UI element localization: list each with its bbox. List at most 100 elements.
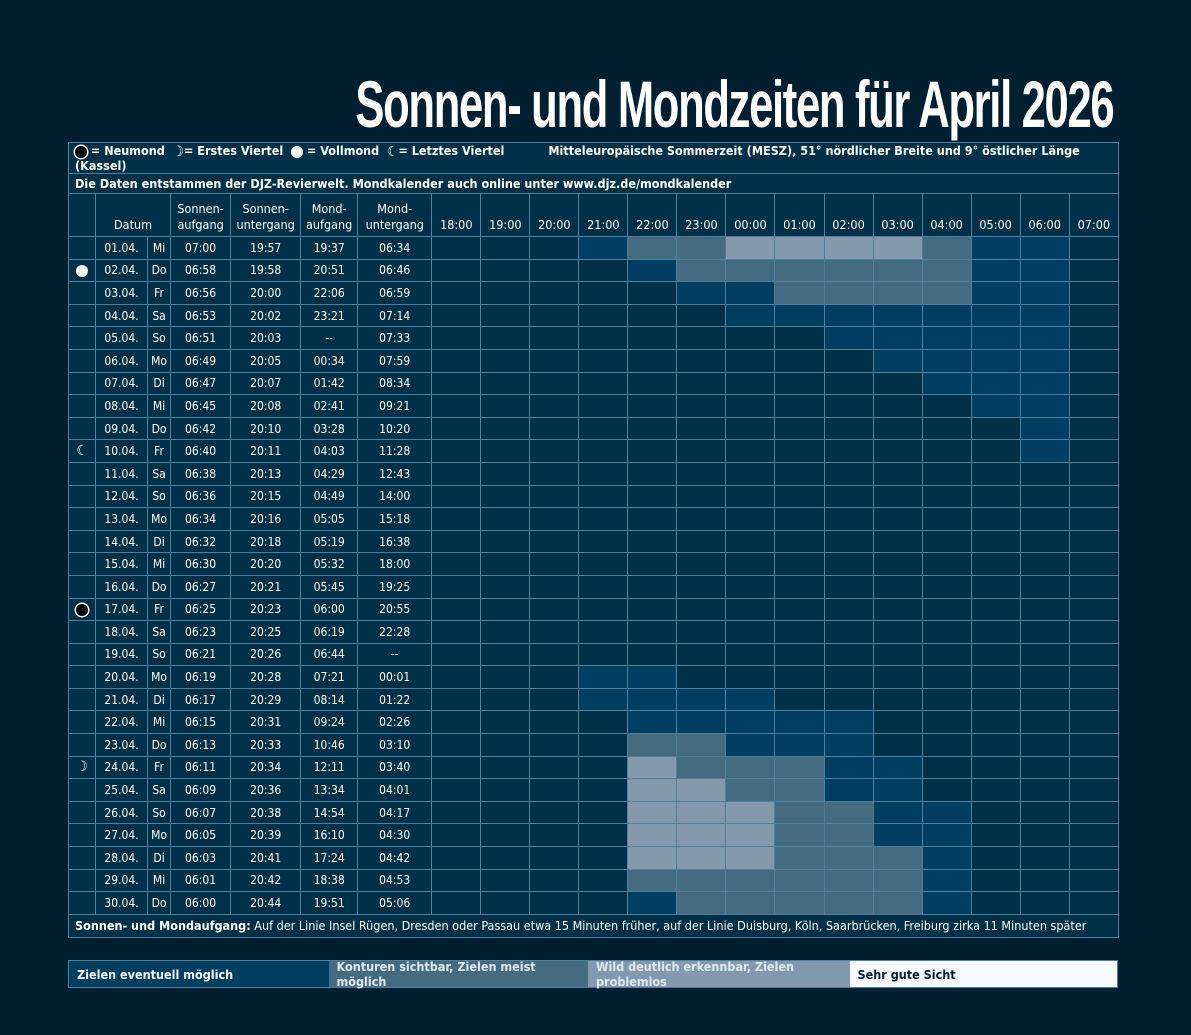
visibility-cell	[970, 665, 1021, 689]
visibility-cell	[970, 439, 1021, 463]
visibility-cell	[480, 303, 531, 328]
sunset-cell: 20:39	[230, 823, 302, 848]
visibility-cell	[872, 891, 923, 915]
visibility-cell	[823, 371, 874, 396]
visibility-cell	[921, 326, 972, 350]
visibility-cell	[480, 846, 531, 870]
sunrise-cell: 06:00	[170, 891, 232, 915]
visibility-cell	[1019, 371, 1070, 396]
visibility-cell	[970, 394, 1021, 418]
source-row: Die Daten entstammen der DJZ-Revierwelt.…	[68, 173, 1119, 194]
visibility-cell	[921, 303, 972, 328]
weekday-cell: So	[147, 326, 172, 350]
visibility-cell	[1068, 846, 1120, 870]
date-header: Datum	[95, 193, 172, 237]
visibility-cell	[1068, 733, 1120, 757]
visibility-cell	[921, 281, 972, 305]
visibility-cell	[823, 326, 874, 350]
visibility-cell	[1068, 597, 1120, 622]
moonset-cell: 10:20	[357, 416, 433, 441]
sunrise-cell: 06:42	[170, 416, 232, 441]
moonset-cell: 19:25	[357, 574, 433, 599]
visibility-cell	[431, 348, 482, 373]
hour-header: 03:00	[872, 193, 923, 237]
visibility-cell	[725, 394, 776, 418]
visibility-cell	[431, 620, 482, 644]
visibility-cell	[431, 394, 482, 418]
visibility-cell	[529, 416, 580, 441]
date-cell: 02.04.	[95, 258, 149, 283]
moonrise-cell: 06:44	[300, 642, 359, 667]
visibility-cell	[921, 710, 972, 735]
visibility-cell	[627, 236, 678, 260]
legend-first-label: = Erstes Viertel	[183, 143, 284, 158]
visibility-cell	[1068, 461, 1120, 486]
visibility-cell	[627, 461, 678, 486]
visibility-cell	[578, 394, 629, 418]
visibility-cell	[921, 507, 972, 531]
moonrise-cell: 08:14	[300, 687, 359, 712]
moonset-cell: 20:55	[357, 597, 433, 622]
visibility-cell	[431, 778, 482, 802]
visibility-cell	[480, 236, 531, 260]
date-cell: 17.04.	[95, 597, 149, 622]
visibility-cell	[970, 778, 1021, 802]
phase-header	[67, 193, 97, 237]
moonrise-header: Mond-aufgang	[300, 193, 359, 237]
visibility-cell	[1019, 348, 1070, 373]
visibility-cell	[774, 281, 825, 305]
moonrise-cell: 04:29	[300, 461, 359, 486]
sunrise-header: Sonnen-aufgang	[170, 193, 232, 237]
sunrise-cell: 06:05	[170, 823, 232, 848]
moon-phase-cell	[67, 258, 97, 283]
moon-phase-cell	[67, 303, 97, 328]
visibility-cell	[578, 461, 629, 486]
visibility-cell	[872, 868, 923, 893]
legend-item: Sehr gute Sicht	[849, 961, 1117, 987]
date-cell: 21.04.	[95, 687, 149, 712]
weekday-cell: Do	[147, 416, 172, 441]
moon-phase-cell	[67, 484, 97, 509]
visibility-cell	[921, 868, 972, 893]
visibility-cell	[480, 687, 531, 712]
visibility-cell	[627, 371, 678, 396]
sunset-cell: 20:20	[230, 552, 302, 576]
table-row: 20.04. Mo 06:19 20:28 07:21 00:01	[67, 665, 1120, 689]
visibility-cell	[480, 461, 531, 486]
visibility-cell	[970, 891, 1021, 915]
visibility-cell	[872, 348, 923, 373]
visibility-cell	[970, 236, 1021, 260]
visibility-cell	[480, 258, 531, 283]
sunset-cell: 20:42	[230, 868, 302, 893]
visibility-cell	[529, 371, 580, 396]
moonrise-cell: 07:21	[300, 665, 359, 689]
visibility-cell	[480, 778, 531, 802]
visibility-cell	[725, 484, 776, 509]
moonset-cell: 03:40	[357, 755, 433, 780]
weekday-cell: Fr	[147, 755, 172, 780]
visibility-cell	[970, 597, 1021, 622]
sunrise-cell: 06:23	[170, 620, 232, 644]
moonrise-cell: 03:28	[300, 416, 359, 441]
visibility-cell	[725, 326, 776, 350]
visibility-cell	[676, 484, 727, 509]
sunset-cell: 20:13	[230, 461, 302, 486]
visibility-cell	[578, 507, 629, 531]
date-cell: 23.04.	[95, 733, 149, 757]
visibility-cell	[1068, 394, 1120, 418]
visibility-cell	[970, 507, 1021, 531]
legend-item: Zielen eventuell möglich	[69, 961, 329, 987]
visibility-cell	[676, 439, 727, 463]
moonrise-cell: 05:32	[300, 552, 359, 576]
visibility-cell	[725, 281, 776, 305]
visibility-cell	[480, 484, 531, 509]
first-quarter-icon: ☽	[172, 144, 184, 160]
weekday-cell: So	[147, 800, 172, 825]
visibility-cell	[431, 868, 482, 893]
visibility-cell	[627, 755, 678, 780]
visibility-cell	[431, 800, 482, 825]
moonrise-cell: 04:03	[300, 439, 359, 463]
visibility-cell	[480, 281, 531, 305]
visibility-cell	[725, 665, 776, 689]
visibility-cell	[823, 394, 874, 418]
